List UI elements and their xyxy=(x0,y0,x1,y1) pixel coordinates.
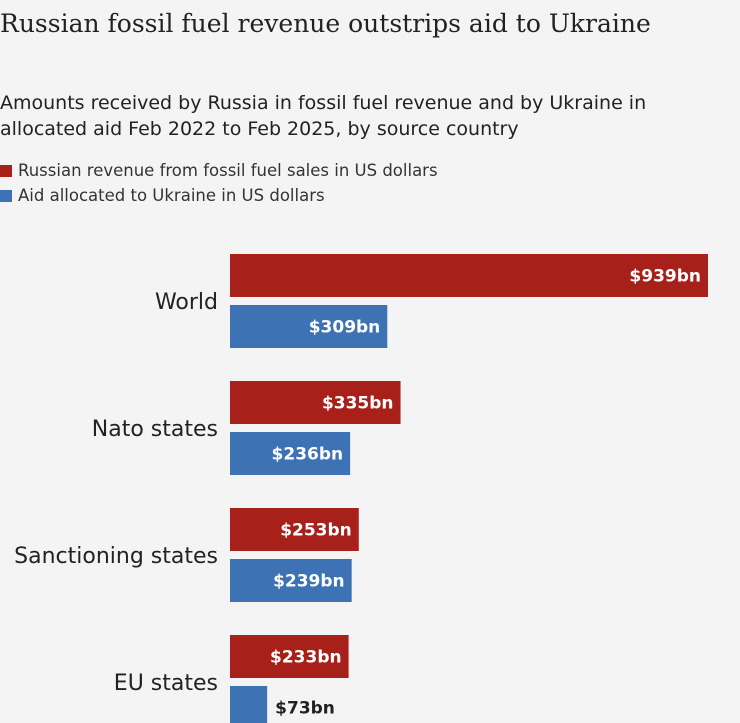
bar-group-nato-states: Nato states $335bn $236bn xyxy=(92,381,401,475)
value-label-russian-revenue-eu-states: $233bn xyxy=(270,648,342,668)
bar-ukraine-aid-world xyxy=(230,305,388,348)
bar-russian-revenue-world xyxy=(230,254,708,297)
category-label-nato-states: Nato states xyxy=(92,417,218,442)
bar-ukraine-aid-nato-states xyxy=(230,432,351,475)
value-label-ukraine-aid-eu-states: $73bn xyxy=(275,699,335,719)
category-label-sanctioning-states: Sanctioning states xyxy=(14,544,218,569)
legend: Russian revenue from fossil fuel sales i… xyxy=(0,158,735,208)
legend-label-ukraine-aid: Aid allocated to Ukraine in US dollars xyxy=(18,186,325,205)
value-label-ukraine-aid-nato-states: $236bn xyxy=(272,445,344,465)
chart-subtitle: Amounts received by Russia in fossil fue… xyxy=(0,92,647,140)
value-label-ukraine-aid-world: $309bn xyxy=(309,318,381,338)
bar-group-sanctioning-states: Sanctioning states $253bn $239bn xyxy=(14,508,359,602)
value-label-ukraine-aid-sanctioning-states: $239bn xyxy=(273,572,345,592)
category-label-world: World xyxy=(155,290,218,315)
bar-group-world: World $939bn $309bn xyxy=(155,254,708,348)
legend-swatch-ukraine-aid xyxy=(0,189,12,202)
legend-label-russian-revenue: Russian revenue from fossil fuel sales i… xyxy=(18,161,438,180)
bar-russian-revenue-sanctioning-states xyxy=(230,508,359,551)
bar-russian-revenue-nato-states xyxy=(230,381,401,424)
value-label-russian-revenue-sanctioning-states: $253bn xyxy=(280,521,352,541)
legend-swatch-russian-revenue xyxy=(0,164,12,177)
legend-item-russian-revenue: Russian revenue from fossil fuel sales i… xyxy=(0,158,735,183)
value-label-russian-revenue-world: $939bn xyxy=(629,267,701,287)
bar-group-eu-states: EU states $233bn $73bn xyxy=(114,635,349,723)
bar-ukraine-aid-sanctioning-states xyxy=(230,559,352,602)
value-label-russian-revenue-nato-states: $335bn xyxy=(322,394,394,414)
category-label-eu-states: EU states xyxy=(114,671,218,696)
legend-item-ukraine-aid: Aid allocated to Ukraine in US dollars xyxy=(0,183,735,208)
bar-ukraine-aid-eu-states xyxy=(230,686,268,723)
bar-russian-revenue-eu-states xyxy=(230,635,349,678)
chart-title: Russian fossil fuel revenue outstrips ai… xyxy=(0,9,651,38)
